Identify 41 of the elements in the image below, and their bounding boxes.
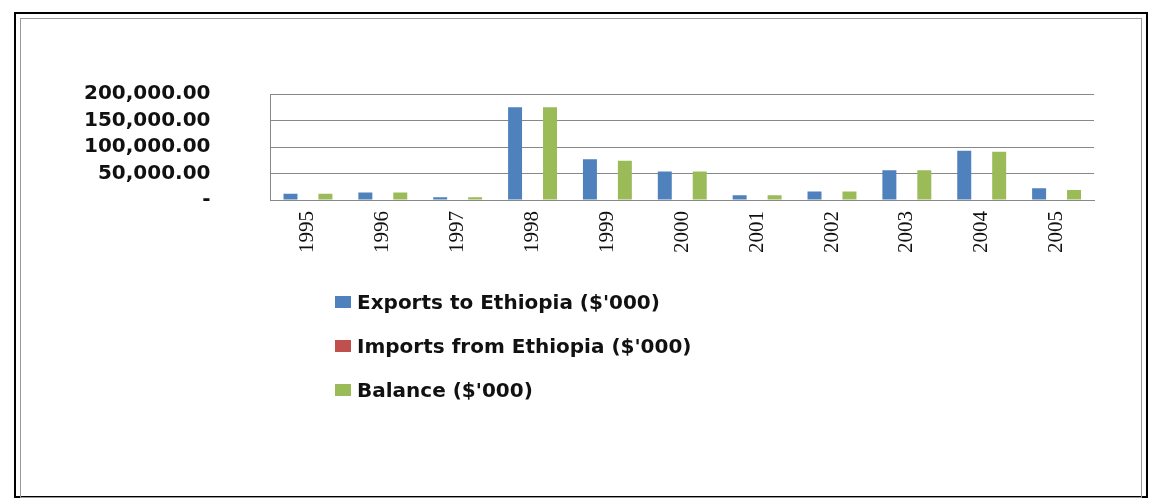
x-tick-label: 1998 — [519, 211, 544, 253]
bar — [283, 193, 298, 200]
bar — [1067, 189, 1082, 200]
bar — [433, 197, 448, 200]
bar — [692, 171, 707, 200]
x-tick-label: 1999 — [593, 211, 618, 253]
bar — [393, 192, 408, 200]
x-tick-label: 2001 — [743, 211, 768, 253]
y-tick-label: 200,000.00 — [83, 80, 211, 105]
bar — [732, 195, 747, 200]
y-tick-label: 150,000.00 — [83, 106, 211, 131]
x-tick-label: 2000 — [668, 211, 693, 253]
legend-label: Exports to Ethiopia ($'000) — [357, 290, 660, 314]
bar — [617, 160, 632, 200]
x-tick-label: 2003 — [893, 211, 918, 253]
bar — [657, 171, 672, 200]
legend-label: Imports from Ethiopia ($'000) — [357, 334, 692, 358]
bar — [917, 170, 932, 200]
x-tick-label: 2004 — [968, 210, 993, 253]
y-tick-label: - — [202, 186, 211, 211]
bar — [842, 191, 857, 200]
x-tick-label: 1997 — [444, 211, 469, 253]
bar — [957, 150, 972, 200]
bar — [543, 107, 557, 200]
x-tick-label: 2005 — [1043, 211, 1068, 253]
bar — [318, 193, 333, 200]
bar — [992, 151, 1007, 200]
bar — [508, 107, 523, 200]
bar — [582, 159, 597, 200]
x-tick-label: 2002 — [818, 211, 843, 253]
x-tick-label: 1996 — [369, 211, 394, 253]
bar — [767, 195, 782, 200]
bar — [882, 170, 897, 200]
legend-label: Balance ($'000) — [357, 378, 533, 402]
bar — [807, 191, 822, 200]
y-tick-label: 100,000.00 — [83, 133, 211, 158]
bar — [468, 197, 483, 200]
bar — [358, 192, 373, 200]
x-tick-label: 1995 — [294, 211, 319, 253]
bar — [1032, 188, 1047, 200]
y-tick-label: 50,000.00 — [97, 159, 211, 184]
